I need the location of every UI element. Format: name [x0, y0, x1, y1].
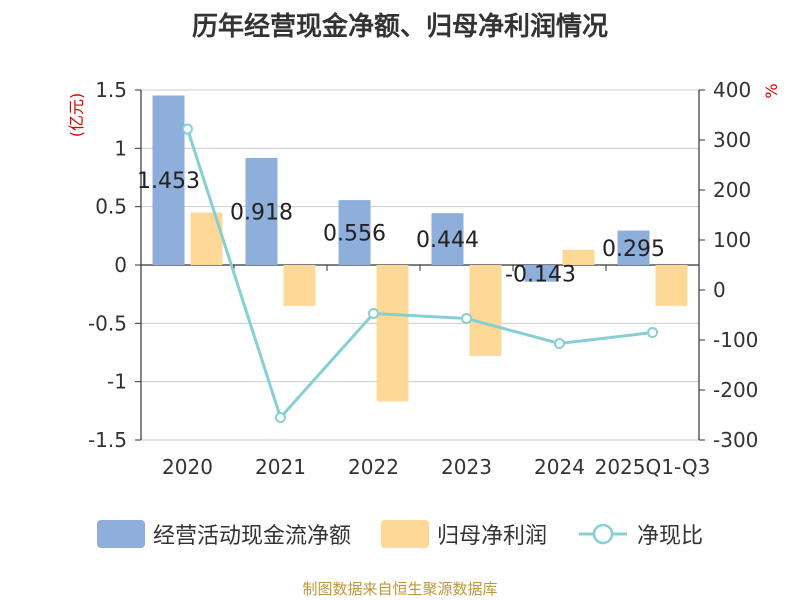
x-tick-label: 2020 — [162, 455, 213, 479]
source-note: 制图数据来自恒生聚源数据库 — [302, 580, 498, 598]
bar-cashflow — [152, 95, 185, 265]
point-cash-ratio — [368, 308, 379, 319]
data-label-cashflow: 0.444 — [416, 228, 479, 253]
x-tick-label: 2022 — [348, 455, 399, 479]
legend-line-marker-icon — [579, 523, 627, 545]
y-right-tick-label: 400 — [713, 78, 751, 102]
y-right-axis-label: % — [762, 83, 781, 98]
y-left-tick-label: -0.5 — [88, 311, 127, 335]
point-cash-ratio — [182, 123, 193, 135]
data-label-cashflow: 0.295 — [602, 237, 665, 262]
data-label-cashflow: 1.453 — [137, 169, 200, 194]
data-label-cashflow: -0.143 — [505, 262, 576, 287]
legend-swatch-cashflow — [96, 520, 145, 548]
y-right-tick-label: -300 — [713, 428, 758, 452]
legend-item-cash-ratio[interactable]: 净现比 — [577, 518, 703, 550]
point-cash-ratio — [554, 338, 565, 349]
data-label-cashflow: 0.556 — [323, 222, 386, 247]
y-left-tick-label: 0.5 — [95, 195, 127, 219]
bar-cashflow — [338, 200, 371, 265]
legend-swatch-net-profit — [380, 520, 429, 548]
legend-item-net-profit[interactable]: 归母净利润 — [380, 518, 547, 550]
bar-net-profit — [376, 265, 409, 402]
y-left-tick-label: -1 — [107, 370, 127, 394]
chart-title: 历年经营现金净额、归母净利润情况 — [191, 12, 608, 42]
legend-item-cashflow[interactable]: 经营活动现金流净额 — [96, 518, 351, 550]
x-tick-label: 2023 — [441, 455, 492, 479]
x-tick-label: 2021 — [255, 455, 306, 479]
bar-net-profit — [655, 265, 688, 306]
bar-net-profit — [562, 249, 595, 265]
legend-label-net-profit: 归母净利润 — [436, 524, 547, 549]
point-cash-ratio — [275, 412, 286, 423]
bar-cashflow — [524, 265, 557, 282]
legend-label-cash-ratio: 净现比 — [637, 524, 704, 549]
line-cash-ratio — [186, 128, 653, 421]
bar-net-profit — [469, 265, 502, 356]
point-cash-ratio — [461, 313, 472, 324]
bar-net-profit — [283, 265, 316, 306]
y-right-tick-label: 200 — [713, 178, 751, 202]
y-right-tick-label: 0 — [713, 278, 726, 302]
y-left-tick-label: 1 — [114, 136, 127, 160]
y-left-tick-label: 1.5 — [95, 78, 127, 102]
bar-cashflow — [431, 213, 464, 265]
x-tick-label: 2025Q1-Q3 — [595, 455, 711, 479]
point-cash-ratio — [647, 327, 658, 338]
y-right-tick-label: 300 — [713, 128, 751, 152]
legend-label-cashflow: 经营活动现金流净额 — [152, 524, 351, 549]
data-label-cashflow: 0.918 — [230, 200, 293, 225]
bar-cashflow — [245, 157, 278, 265]
y-left-axis-label: (亿元) — [67, 93, 86, 138]
y-right-tick-label: 100 — [713, 228, 751, 252]
y-right-tick-label: -100 — [713, 328, 758, 352]
bar-cashflow — [617, 230, 650, 265]
y-right-tick-label: -200 — [713, 378, 758, 402]
x-tick-label: 2024 — [534, 455, 585, 479]
y-left-tick-label: -1.5 — [88, 428, 127, 452]
y-left-tick-label: 0 — [114, 253, 127, 277]
combo-chart: 1.5 1 0.5 0 -0.5 -1 -1.5 400 300 200 100 0 -100 -200 -… — [67, 78, 781, 479]
legend: 经营活动现金流净额 归母净利润 净现比 — [0, 518, 800, 550]
